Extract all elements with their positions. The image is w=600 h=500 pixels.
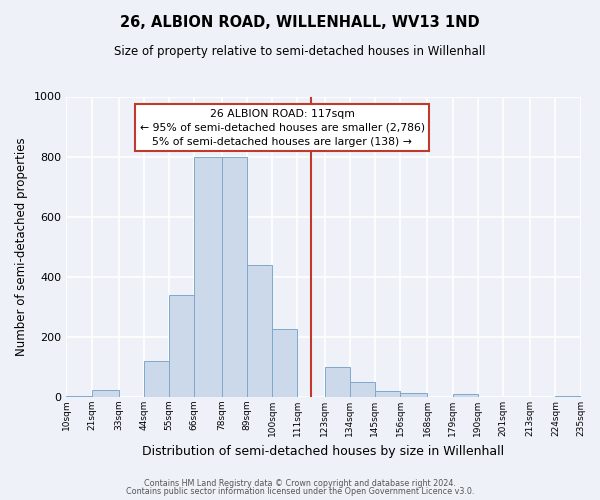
Text: Contains public sector information licensed under the Open Government Licence v3: Contains public sector information licen… xyxy=(126,487,474,496)
Bar xyxy=(67,396,92,397)
Text: 26 ALBION ROAD: 117sqm
← 95% of semi-detached houses are smaller (2,786)
5% of s: 26 ALBION ROAD: 117sqm ← 95% of semi-det… xyxy=(140,108,425,146)
Bar xyxy=(247,265,272,397)
Bar xyxy=(400,392,427,397)
Bar xyxy=(325,367,350,397)
Bar xyxy=(272,330,297,397)
Bar xyxy=(169,295,194,397)
Bar xyxy=(222,156,247,397)
Bar xyxy=(556,396,581,397)
Bar xyxy=(92,390,119,397)
Bar xyxy=(350,382,375,397)
Bar xyxy=(452,394,478,397)
X-axis label: Distribution of semi-detached houses by size in Willenhall: Distribution of semi-detached houses by … xyxy=(142,444,505,458)
Text: 26, ALBION ROAD, WILLENHALL, WV13 1ND: 26, ALBION ROAD, WILLENHALL, WV13 1ND xyxy=(120,15,480,30)
Bar xyxy=(194,156,222,397)
Y-axis label: Number of semi-detached properties: Number of semi-detached properties xyxy=(15,138,28,356)
Text: Contains HM Land Registry data © Crown copyright and database right 2024.: Contains HM Land Registry data © Crown c… xyxy=(144,478,456,488)
Bar xyxy=(144,361,169,397)
Bar xyxy=(375,391,400,397)
Text: Size of property relative to semi-detached houses in Willenhall: Size of property relative to semi-detach… xyxy=(114,45,486,58)
